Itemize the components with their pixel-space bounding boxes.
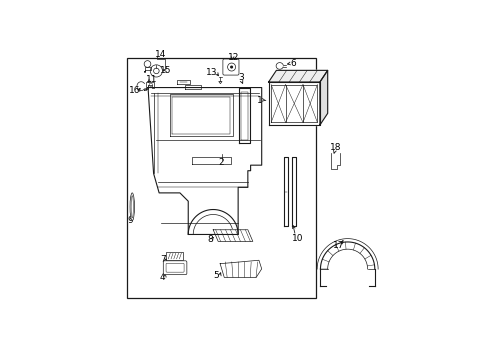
Text: 17: 17	[332, 240, 344, 249]
Text: 18: 18	[329, 144, 341, 153]
FancyBboxPatch shape	[223, 59, 239, 75]
Text: 14: 14	[155, 50, 166, 59]
Text: 8: 8	[207, 235, 213, 244]
Polygon shape	[268, 70, 327, 82]
Text: 12: 12	[228, 53, 239, 62]
Text: 16: 16	[129, 86, 140, 95]
Text: 1: 1	[257, 95, 263, 104]
Text: 11: 11	[145, 75, 157, 84]
Text: 15: 15	[160, 66, 171, 75]
Text: 3: 3	[238, 73, 244, 82]
Text: 7: 7	[160, 256, 166, 265]
Text: 6: 6	[290, 59, 296, 68]
Polygon shape	[220, 260, 261, 278]
Polygon shape	[268, 82, 319, 125]
Text: 13: 13	[205, 68, 217, 77]
Text: 4: 4	[159, 273, 164, 282]
Text: 9: 9	[126, 216, 132, 225]
Polygon shape	[319, 70, 327, 125]
Ellipse shape	[130, 193, 134, 221]
Text: 10: 10	[291, 234, 303, 243]
FancyBboxPatch shape	[163, 261, 186, 275]
Polygon shape	[213, 230, 252, 242]
Text: 2: 2	[218, 158, 224, 167]
Bar	[127, 58, 315, 298]
Circle shape	[230, 66, 232, 68]
Text: 5: 5	[213, 271, 219, 280]
